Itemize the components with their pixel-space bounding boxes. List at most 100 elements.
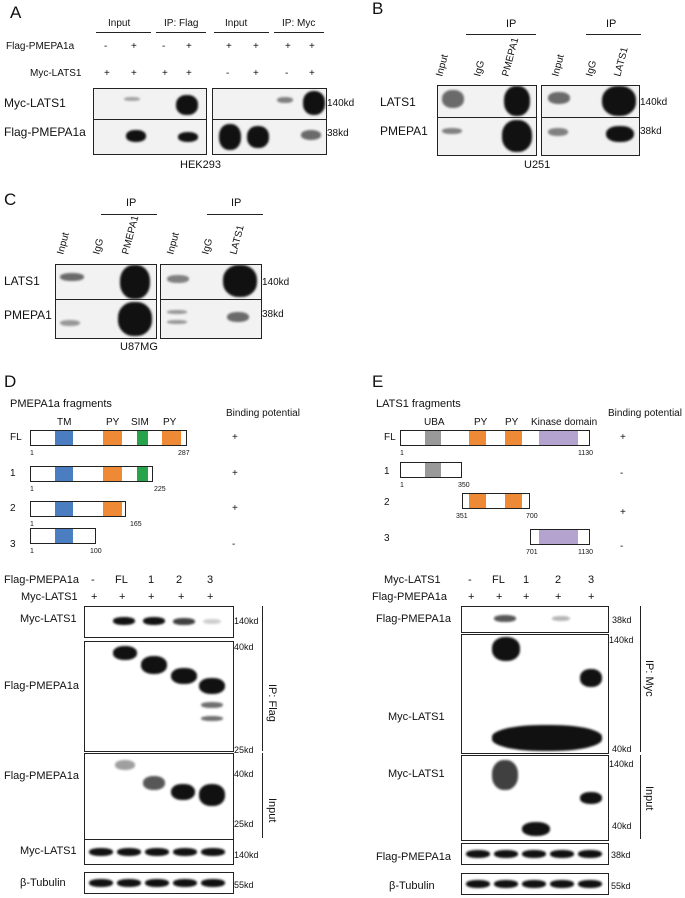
cell-line-label: U87MG [120, 341, 158, 353]
panel-e-letter: E [372, 372, 384, 391]
fragments-title: PMEPA1a fragments [10, 398, 112, 410]
row-label: Flag-PMEPA1a [372, 591, 447, 603]
domain-label: PY [163, 417, 177, 428]
lane-label: LATS1 [612, 46, 631, 78]
sign: + [186, 41, 192, 52]
blot-label: β-Tubulin [20, 877, 66, 889]
fragment-start: 701 [526, 549, 538, 556]
panel-a-letter: A [10, 3, 22, 22]
sign: - [285, 68, 289, 79]
lane-label: PMEPA1 [500, 36, 522, 78]
py-domain [162, 431, 181, 445]
lane-sign: 3 [207, 574, 214, 586]
py-domain [103, 467, 122, 481]
py-domain [505, 494, 522, 508]
binding-value: + [620, 507, 626, 518]
fragment-bar [30, 430, 187, 446]
ip-label: IP [231, 197, 242, 209]
size-marker: 140kd [262, 277, 290, 288]
fragment-name: 3 [10, 539, 16, 550]
size-marker: 38kd [611, 850, 631, 860]
ip-underline [586, 34, 641, 35]
fragment-name: FL [384, 432, 396, 443]
blot-image [212, 119, 327, 155]
fragment-end: 100 [90, 548, 102, 555]
blot-label: Myc-LATS1 [388, 711, 445, 723]
size-marker: 40kd [612, 821, 632, 831]
blot-label: Myc-LATS1 [388, 768, 445, 780]
blot-label: Flag-PMEPA1a [4, 770, 79, 782]
binding-header: Binding potential [226, 408, 300, 419]
lane-sign: 3 [588, 574, 595, 586]
blot-image [93, 119, 207, 155]
tm-domain [55, 467, 73, 481]
blot-label: PMEPA1 [380, 124, 428, 138]
sign: + [104, 68, 110, 79]
blot-image [84, 641, 234, 752]
size-marker: 140kd [609, 635, 634, 645]
blot-image [541, 85, 640, 118]
tm-domain [55, 502, 73, 516]
kinase-domain [539, 431, 578, 445]
lane-label: PMEPA1 [120, 214, 142, 256]
fragment-bar [400, 430, 590, 446]
tm-domain [55, 529, 73, 543]
size-marker: 38kd [640, 126, 662, 137]
size-marker: 38kd [327, 128, 349, 139]
blot-image [84, 872, 234, 894]
py-domain [505, 431, 522, 445]
lane-label: LATS1 [228, 224, 247, 256]
lane-label: IgG [200, 237, 216, 256]
blot-image [437, 117, 537, 156]
blot-label: Myc-LATS1 [4, 96, 66, 110]
domain-label: PY [106, 417, 120, 428]
sign: + [253, 41, 259, 52]
blot-image [461, 843, 609, 865]
py-domain [469, 431, 486, 445]
uba-domain [425, 463, 441, 477]
lane-label: IgG [472, 59, 488, 78]
blot-label: Myc-LATS1 [20, 613, 77, 625]
lane-label: Input [550, 53, 567, 78]
blot-label: PMEPA1 [4, 308, 52, 322]
tm-domain [55, 431, 73, 445]
blot-image [84, 839, 234, 865]
bracket-line [262, 753, 263, 838]
py-domain [103, 502, 122, 516]
binding-header: Binding potential [608, 408, 682, 419]
py-domain [469, 494, 486, 508]
size-marker: 38kd [262, 309, 284, 320]
sign: + [226, 41, 232, 52]
binding-value: + [232, 432, 238, 443]
bracket-label: Input [266, 798, 278, 823]
fragment-bar [400, 462, 462, 478]
size-marker: 38kd [612, 615, 632, 625]
lane-sign: 2 [555, 574, 562, 586]
fragment-end: 287 [178, 450, 190, 457]
lane-label: Input [165, 231, 182, 256]
sign: + [253, 68, 259, 79]
group-label: IP: Flag [164, 18, 199, 29]
sign: + [285, 41, 291, 52]
lane-sign: - [91, 574, 95, 586]
sign: - [162, 41, 166, 52]
sim-domain [137, 431, 148, 445]
group-underline [156, 32, 206, 33]
fragment-end: 1130 [578, 549, 594, 556]
blot-image [541, 117, 640, 156]
ip-underline [466, 34, 536, 35]
bracket-label: Input [643, 786, 655, 811]
bracket-label: IP: Flag [266, 684, 278, 722]
lane-label: Input [434, 53, 451, 78]
blot-image [461, 755, 609, 841]
fragment-start: 1 [400, 482, 404, 489]
size-marker: 40kd [612, 744, 632, 754]
fragment-start: 351 [456, 513, 468, 520]
fragment-start: 1 [400, 450, 404, 457]
size-marker: 25kd [234, 819, 254, 829]
uba-domain [425, 431, 441, 445]
lane-sign: + [523, 591, 530, 603]
group-underline [96, 32, 151, 33]
cell-line-label: U251 [524, 159, 551, 171]
fragment-bar [462, 493, 530, 509]
